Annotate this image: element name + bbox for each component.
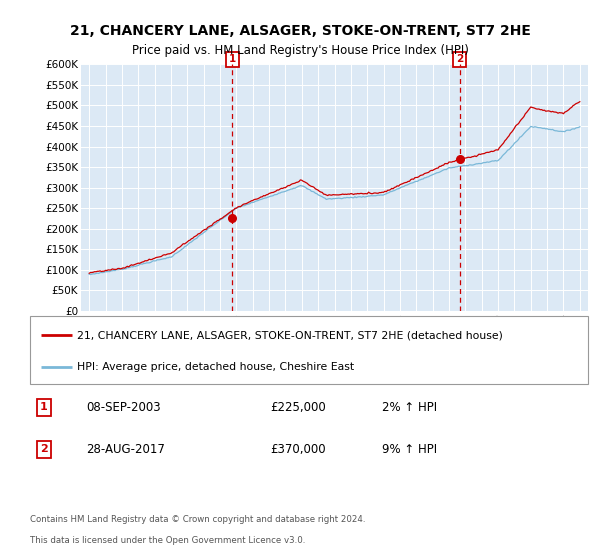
Text: 9% ↑ HPI: 9% ↑ HPI	[382, 443, 437, 456]
Text: 08-SEP-2003: 08-SEP-2003	[86, 401, 160, 414]
Text: £370,000: £370,000	[270, 443, 326, 456]
Text: HPI: Average price, detached house, Cheshire East: HPI: Average price, detached house, Ches…	[77, 362, 355, 372]
Text: 2: 2	[40, 445, 48, 454]
Text: 2% ↑ HPI: 2% ↑ HPI	[382, 401, 437, 414]
Text: 28-AUG-2017: 28-AUG-2017	[86, 443, 164, 456]
FancyBboxPatch shape	[30, 316, 588, 384]
Text: Contains HM Land Registry data © Crown copyright and database right 2024.: Contains HM Land Registry data © Crown c…	[30, 515, 365, 524]
Text: 21, CHANCERY LANE, ALSAGER, STOKE-ON-TRENT, ST7 2HE (detached house): 21, CHANCERY LANE, ALSAGER, STOKE-ON-TRE…	[77, 330, 503, 340]
Text: 21, CHANCERY LANE, ALSAGER, STOKE-ON-TRENT, ST7 2HE: 21, CHANCERY LANE, ALSAGER, STOKE-ON-TRE…	[70, 24, 530, 38]
Text: 1: 1	[229, 54, 236, 64]
Text: 1: 1	[40, 403, 48, 412]
Text: Price paid vs. HM Land Registry's House Price Index (HPI): Price paid vs. HM Land Registry's House …	[131, 44, 469, 57]
Text: This data is licensed under the Open Government Licence v3.0.: This data is licensed under the Open Gov…	[30, 536, 305, 545]
Text: 2: 2	[456, 54, 463, 64]
Text: £225,000: £225,000	[270, 401, 326, 414]
